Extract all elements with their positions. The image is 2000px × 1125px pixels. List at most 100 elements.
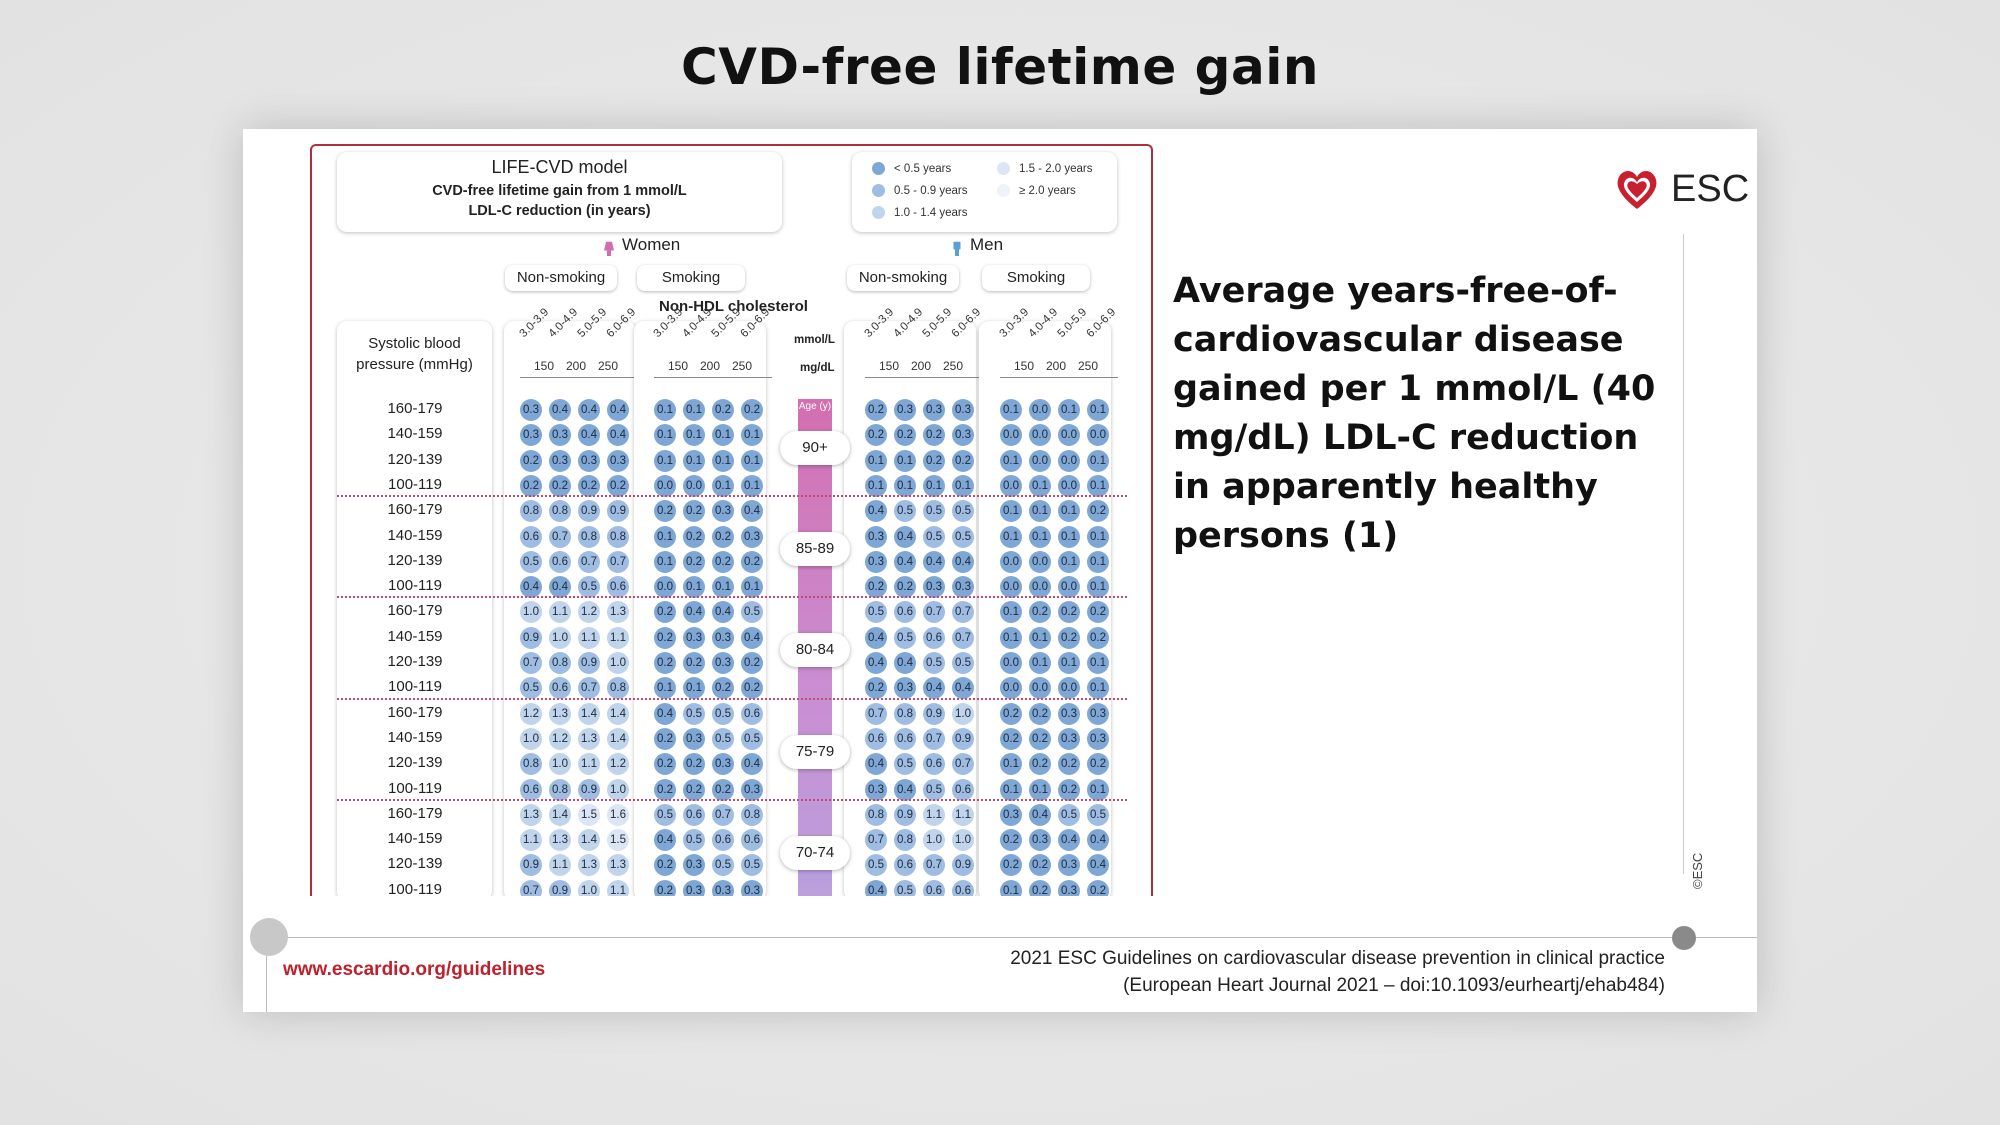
sbp-row-label: 100-119 xyxy=(388,880,442,896)
sbp-row-label: 120-139 xyxy=(387,855,443,873)
risk-cell: 0.2 xyxy=(894,576,916,599)
risk-cell: 0.2 xyxy=(894,424,916,447)
sbp-row-label: 140-159 xyxy=(387,830,443,848)
risk-cell: 0.5 xyxy=(683,829,705,852)
risk-cell: 0.1 xyxy=(1087,449,1109,472)
risk-cell: 1.1 xyxy=(952,803,974,826)
risk-cell: 1.0 xyxy=(549,626,571,649)
mgdl-tick: 200 xyxy=(700,359,721,373)
risk-cell: 1.1 xyxy=(549,854,571,877)
risk-cell: 0.1 xyxy=(1087,778,1109,801)
risk-cell: 0.3 xyxy=(894,399,916,421)
risk-cell: 0.1 xyxy=(1058,652,1080,674)
risk-cell: 0.1 xyxy=(1029,652,1051,674)
esc-text: ESC xyxy=(1671,167,1750,210)
panel-axis-line xyxy=(865,377,983,378)
footer-divider xyxy=(263,937,1757,938)
risk-cell: 0.2 xyxy=(683,652,705,674)
risk-cell: 0.4 xyxy=(741,500,763,523)
risk-cell: 0.5 xyxy=(712,854,734,877)
risk-cell: 0.2 xyxy=(1000,829,1022,852)
risk-cell: 0.4 xyxy=(549,576,571,599)
risk-cell: 0.0 xyxy=(654,576,676,599)
risk-cell: 1.2 xyxy=(549,727,571,750)
age-group-label: 80-84 xyxy=(780,633,850,668)
risk-cell: 0.1 xyxy=(1087,550,1109,573)
risk-cell: 0.1 xyxy=(1000,500,1022,523)
risk-cell: 0.4 xyxy=(654,702,676,725)
risk-cell: 1.1 xyxy=(549,601,571,624)
risk-cell: 0.6 xyxy=(520,525,542,548)
risk-cell: 0.2 xyxy=(654,626,676,649)
risk-cell: 0.2 xyxy=(654,778,676,801)
risk-cell: 0.3 xyxy=(1000,803,1022,826)
risk-cell: 0.8 xyxy=(865,803,887,826)
risk-cell: 0.0 xyxy=(1029,677,1051,700)
risk-cell: 1.2 xyxy=(578,601,600,624)
risk-cell: 0.1 xyxy=(1058,500,1080,523)
model-box: LIFE-CVD model CVD-free lifetime gain fr… xyxy=(337,152,782,232)
risk-cell: 1.5 xyxy=(607,829,629,852)
footer-url[interactable]: www.escardio.org/guidelines xyxy=(283,959,546,980)
risk-cell: 0.6 xyxy=(894,601,916,624)
risk-cell: 0.3 xyxy=(712,753,734,776)
risk-cell: 0.9 xyxy=(607,500,629,523)
risk-cell: 1.3 xyxy=(578,854,600,877)
risk-cell: 1.2 xyxy=(607,753,629,776)
risk-cell: 0.4 xyxy=(520,576,542,599)
mgdl-tick: 250 xyxy=(1078,359,1099,373)
risk-cell: 0.8 xyxy=(549,778,571,801)
sbp-row-label: 120-139 xyxy=(387,450,443,468)
sbp-row-label: 160-179 xyxy=(387,804,443,822)
risk-cell: 0.6 xyxy=(923,753,945,776)
risk-cell: 0.1 xyxy=(683,449,705,472)
risk-cell: 0.6 xyxy=(894,854,916,877)
risk-cell: 0.2 xyxy=(1029,727,1051,750)
risk-cell: 0.9 xyxy=(520,626,542,649)
risk-cell: 0.3 xyxy=(952,424,974,447)
man-icon xyxy=(953,241,961,256)
risk-cell: 0.0 xyxy=(1029,576,1051,599)
risk-cell: 0.4 xyxy=(1087,829,1109,852)
esc-logo: ESC xyxy=(1613,165,1749,213)
divider xyxy=(1683,234,1684,874)
risk-cell: 0.0 xyxy=(1029,424,1051,447)
risk-cell: 0.6 xyxy=(894,727,916,750)
mgdl-tick: 250 xyxy=(943,359,964,373)
risk-cell: 0.0 xyxy=(1000,550,1022,573)
footer-reference: 2021 ESC Guidelines on cardiovascular di… xyxy=(1010,948,1665,996)
risk-cell: 0.3 xyxy=(578,449,600,472)
risk-cell: 0.3 xyxy=(865,525,887,548)
risk-cell: 0.7 xyxy=(520,652,542,674)
risk-cell: 0.2 xyxy=(607,474,629,497)
risk-cell: 0.6 xyxy=(923,879,945,896)
risk-cell: 0.9 xyxy=(520,854,542,877)
mgdl-tick: 200 xyxy=(911,359,932,373)
risk-cell: 0.8 xyxy=(894,829,916,852)
risk-cell: 0.0 xyxy=(1000,474,1022,497)
risk-cell: 0.3 xyxy=(952,576,974,599)
mgdl-tick: 150 xyxy=(1014,359,1035,373)
men-smoking-tab: Smoking xyxy=(982,265,1090,291)
risk-cell: 0.4 xyxy=(712,601,734,624)
risk-cell: 0.2 xyxy=(654,500,676,523)
risk-cell: 0.3 xyxy=(712,626,734,649)
sbp-row-label: 100-119 xyxy=(388,577,442,595)
risk-cell: 0.6 xyxy=(549,550,571,573)
risk-cell: 0.1 xyxy=(1000,449,1022,472)
sbp-row-label: 100-119 xyxy=(388,678,442,696)
risk-cell: 0.5 xyxy=(952,500,974,523)
risk-cell: 1.3 xyxy=(607,854,629,877)
risk-cell: 0.3 xyxy=(1058,879,1080,896)
risk-cell: 0.2 xyxy=(1087,601,1109,624)
risk-cell: 1.0 xyxy=(607,652,629,674)
risk-cell: 0.0 xyxy=(1029,550,1051,573)
risk-cell: 0.3 xyxy=(712,500,734,523)
risk-cell: 0.2 xyxy=(741,399,763,421)
risk-cell: 0.1 xyxy=(1058,399,1080,421)
risk-cell: 0.7 xyxy=(952,753,974,776)
risk-cell: 0.6 xyxy=(607,576,629,599)
risk-cell: 0.4 xyxy=(923,550,945,573)
risk-cell: 0.5 xyxy=(683,702,705,725)
risk-cell: 0.2 xyxy=(741,677,763,700)
